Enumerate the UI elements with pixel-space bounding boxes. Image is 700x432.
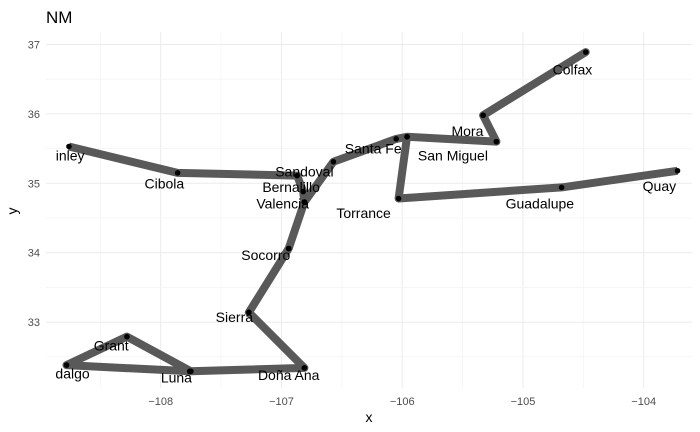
data-point xyxy=(188,368,194,375)
y-tick-label: 36 xyxy=(28,109,40,121)
data-point xyxy=(493,138,500,145)
point-label: Guadalupe xyxy=(506,195,575,211)
data-point xyxy=(174,170,181,176)
data-point xyxy=(330,158,337,165)
data-point xyxy=(582,49,589,55)
point-label: Doña Ana xyxy=(258,367,320,383)
point-label: Mora xyxy=(451,123,483,139)
data-point xyxy=(294,172,300,179)
data-point xyxy=(246,309,252,316)
data-point xyxy=(558,184,565,191)
data-point xyxy=(404,133,410,140)
axis-ticks: −108 −107 −106 −105 −104 33 34 35 36 37 xyxy=(28,39,656,408)
x-tick-label: −108 xyxy=(148,396,173,408)
x-tick-label: −107 xyxy=(269,396,294,408)
x-tick-label: −104 xyxy=(631,396,656,408)
x-tick-label: −106 xyxy=(390,396,415,408)
series-path xyxy=(62,48,679,376)
data-point xyxy=(66,143,72,150)
data-point xyxy=(395,195,402,202)
y-tick-label: 33 xyxy=(28,317,40,329)
data-point xyxy=(674,167,681,174)
point-label: Santa Fe xyxy=(345,141,402,157)
y-axis-title: y xyxy=(4,208,20,215)
point-label: inley xyxy=(56,148,85,164)
data-line xyxy=(62,48,679,376)
data-point xyxy=(285,245,292,252)
data-points xyxy=(63,49,681,375)
y-tick-label: 35 xyxy=(28,178,40,190)
y-tick-label: 34 xyxy=(28,248,40,260)
data-point xyxy=(301,199,308,205)
point-label: Quay xyxy=(643,178,676,194)
data-point xyxy=(63,362,70,368)
point-label: San Miguel xyxy=(418,148,488,164)
point-label: Bernalillo xyxy=(262,179,320,195)
point-label: dalgo xyxy=(55,365,89,381)
point-label: Colfax xyxy=(553,61,593,77)
point-label: Torrance xyxy=(336,205,391,221)
point-label: Luna xyxy=(161,370,192,386)
data-point xyxy=(393,136,399,142)
point-label: Cibola xyxy=(144,175,184,191)
chart-title: NM xyxy=(46,8,72,27)
x-tick-label: −105 xyxy=(511,396,536,408)
point-label: Sandoval xyxy=(275,163,333,179)
point-label: Socorro xyxy=(241,247,290,263)
point-label: Valencia xyxy=(256,195,309,211)
data-point xyxy=(480,112,486,119)
point-label: Sierra xyxy=(216,309,254,325)
y-tick-label: 37 xyxy=(28,39,40,51)
point-label: Grant xyxy=(94,338,129,354)
data-point xyxy=(124,333,130,340)
data-point xyxy=(300,188,306,195)
data-point xyxy=(301,365,308,371)
x-axis-title: x xyxy=(366,409,373,425)
